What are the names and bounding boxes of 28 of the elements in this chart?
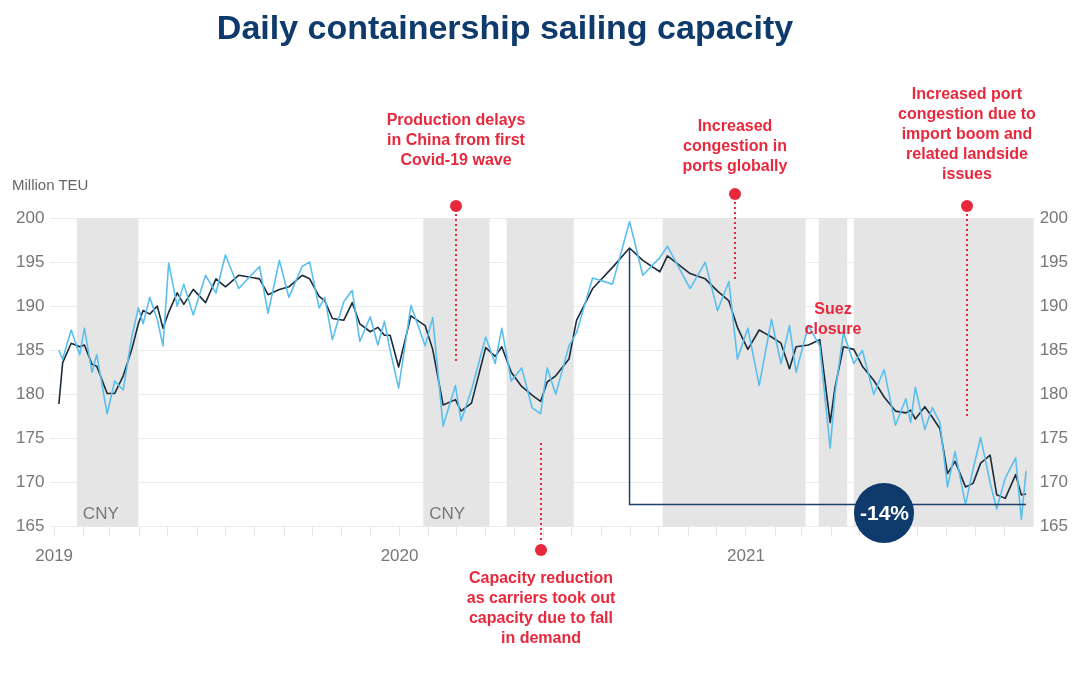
text: Production delays in China from first Covid-19 wave [385,110,527,170]
x-tick-label: 2020 [380,546,419,566]
text: Increased congestion in ports globally [681,116,789,176]
band-label: CNY [82,503,119,523]
y2-tick-label: 185 [1039,339,1069,359]
y-tick-label: 185 [15,339,45,359]
y2-tick-label: 190 [1039,295,1069,315]
y2-tick-label: 170 [1039,472,1069,492]
y2-tick-label: 180 [1039,384,1069,404]
y2-tick-label: 165 [1039,516,1069,536]
text: Capacity reduction as carriers took out capacity due to fall in demand [466,568,616,648]
x-tick-label: 2021 [727,546,765,566]
y-tick-label: 175 [15,428,45,448]
x-tick-label: 2019 [35,546,74,566]
annotation: -14% [860,501,910,525]
text: Increased port congestion due to import boom and related landside issues [897,84,1037,184]
band-label: CNY [429,503,466,523]
y2-tick-label: 200 [1039,207,1069,227]
y-axis-title: Million TEU [12,176,89,193]
y-tick-label: 170 [15,472,45,492]
y-tick-label: 165 [15,516,45,536]
y2-tick-label: 175 [1039,428,1069,448]
y2-tick-label: 195 [1039,251,1069,271]
y-tick-label: 190 [15,295,45,315]
y-tick-label: 195 [15,251,45,271]
y-tick-label: 180 [15,384,45,404]
chart-title: Daily containership sailing capacity [215,8,795,47]
y-tick-label: 200 [15,207,45,227]
